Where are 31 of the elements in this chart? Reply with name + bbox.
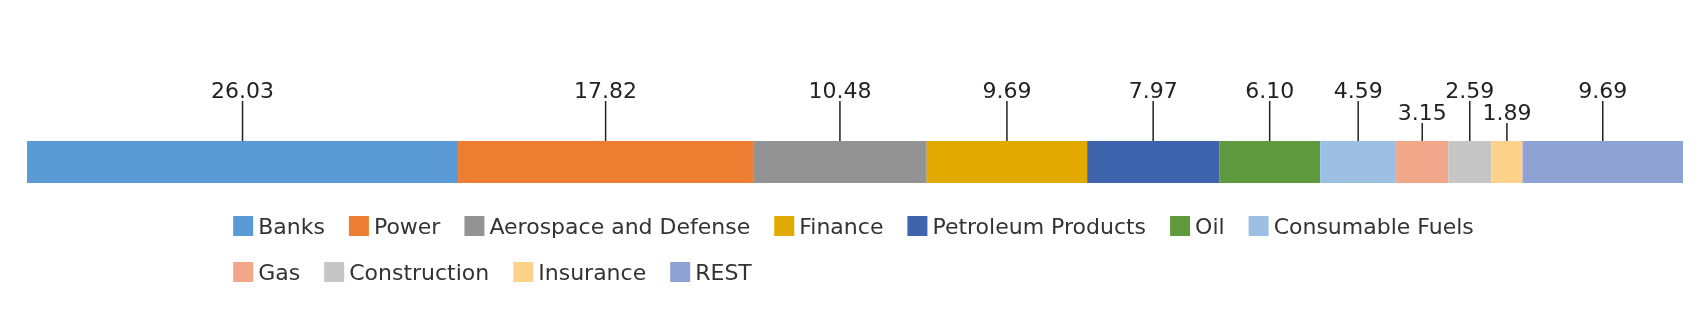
bar (1219, 141, 1321, 183)
legend-label: Construction (349, 259, 490, 285)
bar (1522, 141, 1683, 183)
bar (1448, 141, 1492, 183)
bar (1396, 141, 1449, 183)
legend-label: Consumable Fuels (1273, 213, 1474, 239)
data-label: 9.69 (982, 77, 1032, 103)
data-label: 7.97 (1128, 77, 1178, 103)
legend-label: Banks (258, 213, 325, 239)
data-label: 3.15 (1397, 99, 1447, 125)
bar (1087, 141, 1220, 183)
legend-label: Aerospace and Defense (489, 213, 751, 239)
data-label: 4.59 (1333, 77, 1383, 103)
bar (1491, 141, 1523, 183)
legend-label: Petroleum Products (932, 213, 1147, 239)
bar (27, 141, 459, 183)
bar (753, 141, 927, 183)
legend-label: Gas (258, 259, 301, 285)
bar (926, 141, 1088, 183)
data-label: 10.48 (808, 77, 872, 103)
legend-label: Finance (799, 213, 884, 239)
legend-label: REST (695, 259, 753, 285)
data-label: 9.69 (1578, 77, 1628, 103)
bar (458, 141, 754, 183)
legend-label: Insurance (538, 259, 647, 285)
legend-label: Oil (1195, 213, 1225, 239)
legend-label: Power (373, 213, 442, 239)
bar (1320, 141, 1397, 183)
data-label: 6.10 (1245, 77, 1295, 103)
data-label: 17.82 (574, 77, 638, 103)
data-label: 26.03 (211, 77, 275, 103)
